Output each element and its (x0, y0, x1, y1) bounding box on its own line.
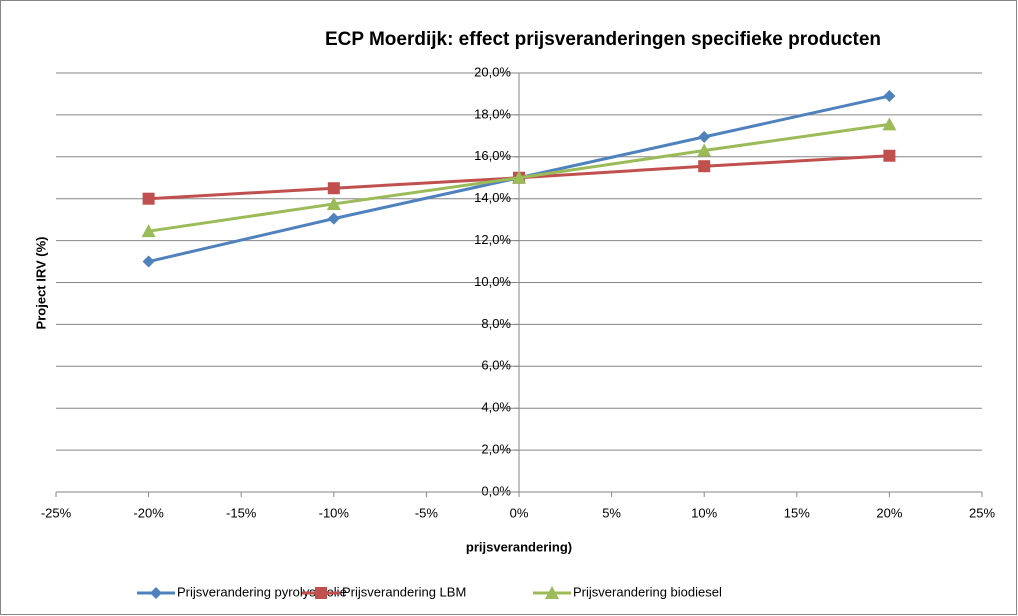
data-point (327, 212, 340, 225)
data-point (883, 90, 896, 103)
x-tick-label: 25% (969, 505, 995, 520)
legend-label: Prijsverandering LBM (342, 584, 466, 599)
data-point (142, 192, 155, 205)
y-tick-label: 16,0% (474, 148, 511, 163)
data-point (882, 117, 897, 131)
x-tick-label: -20% (133, 505, 164, 520)
x-tick-label: 0% (510, 505, 529, 520)
chart-title: ECP Moerdijk: effect prijsveranderingen … (325, 29, 881, 50)
x-tick-label: 15% (784, 505, 810, 520)
data-point (512, 170, 526, 184)
x-tick-label: 5% (602, 505, 621, 520)
legend-marker (315, 587, 327, 599)
x-tick-label: 10% (691, 505, 717, 520)
y-tick-label: 2,0% (481, 442, 511, 457)
x-tick-label: -15% (226, 505, 257, 520)
data-point (698, 160, 711, 173)
x-axis-title: prijsverandering) (466, 539, 572, 554)
data-point (327, 182, 340, 195)
y-tick-label: 14,0% (474, 190, 511, 205)
y-tick-label: 0,0% (481, 483, 511, 498)
legend-label: Prijsverandering biodiesel (573, 584, 722, 599)
data-point (883, 149, 896, 162)
y-tick-label: 20,0% (474, 64, 511, 79)
y-tick-label: 18,0% (474, 106, 511, 121)
data-point (141, 224, 156, 238)
data-point (698, 130, 711, 143)
legend-label: Prijsverandering pyrolyse olie (177, 584, 347, 599)
x-tick-label: -10% (319, 505, 350, 520)
data-point (326, 196, 341, 210)
y-tick-label: 4,0% (481, 400, 511, 415)
x-tick-label: -5% (415, 505, 439, 520)
data-point (142, 255, 155, 268)
y-tick-label: 6,0% (481, 358, 511, 373)
x-tick-label: -25% (41, 505, 72, 520)
y-tick-label: 10,0% (474, 274, 511, 289)
y-tick-label: 8,0% (481, 316, 511, 331)
legend-marker (150, 587, 162, 599)
y-axis-title: Project IRV (%) (33, 237, 48, 330)
legend-marker (545, 586, 559, 599)
x-tick-label: 20% (876, 505, 902, 520)
y-tick-label: 12,0% (474, 232, 511, 247)
data-point (697, 143, 712, 157)
